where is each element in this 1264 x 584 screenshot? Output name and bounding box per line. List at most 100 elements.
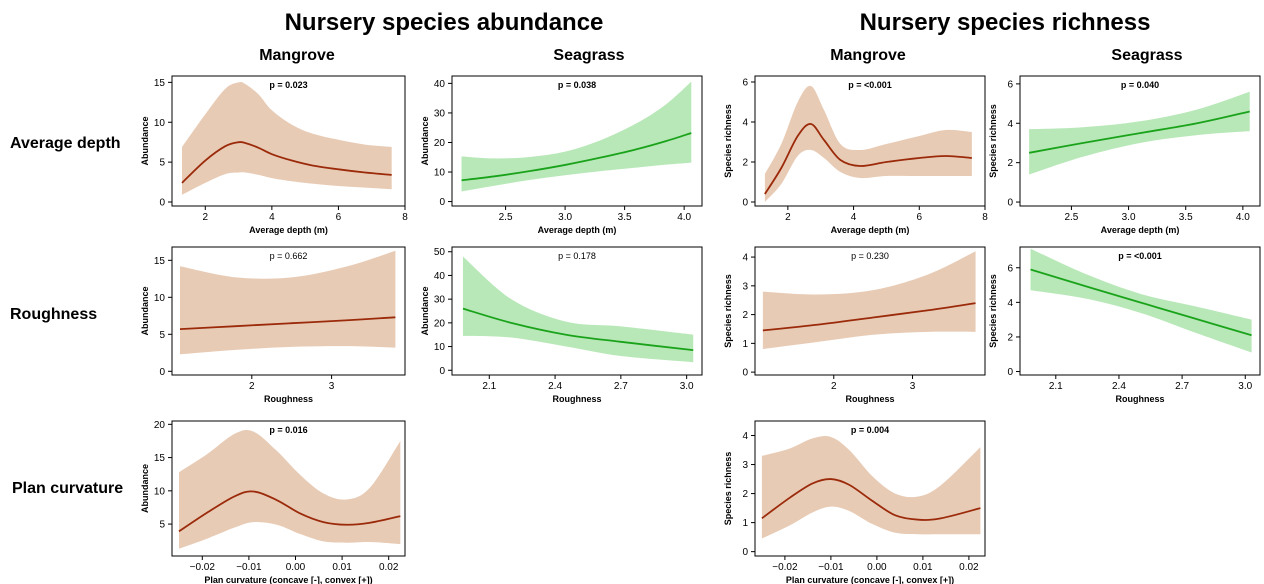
plot-frame <box>754 75 986 207</box>
y-axis-label: Abundance <box>420 116 430 165</box>
y-tick-label: 0 <box>1007 367 1013 378</box>
confidence-band <box>764 85 972 202</box>
y-tick-label: 10 <box>154 293 166 304</box>
y-tick-label: 4 <box>1007 298 1013 309</box>
fitted-line <box>181 141 392 184</box>
confidence-band <box>762 251 976 350</box>
y-tick-label: 50 <box>434 247 446 258</box>
y-tick-label: 1 <box>742 518 748 529</box>
y-tick-label: 5 <box>159 330 165 341</box>
x-tick-label: 3.0 <box>680 381 694 392</box>
x-tick-label: 2.1 <box>1049 381 1063 392</box>
panel-richness-seagrass-roughness: 2.1 2.4 2.7 3.0 0 2 4 6 Roughness Species richnes… <box>988 246 1261 404</box>
confidence-band <box>1030 248 1252 353</box>
x-tick-label: 0.00 <box>286 562 306 573</box>
fitted-line <box>1030 268 1252 337</box>
y-tick-label: 40 <box>434 79 446 90</box>
x-tick-label: −0.02 <box>772 562 798 573</box>
x-axis-label: Average depth (m) <box>831 225 910 235</box>
y-tick-label: 40 <box>434 271 446 282</box>
y-tick-label: 20 <box>434 318 446 329</box>
confidence-band <box>461 81 692 192</box>
x-axis-label: Roughness <box>845 394 894 404</box>
fitted-line <box>762 302 976 332</box>
y-axis-label: Abundance <box>140 286 150 335</box>
x-tick-label: 8 <box>402 212 408 223</box>
x-axis-label: Average depth (m) <box>249 225 328 235</box>
x-tick-label: 0.02 <box>379 562 399 573</box>
row-label-roughness: Roughness <box>10 306 97 323</box>
panel-richness-seagrass-depth: 2.5 3.0 3.5 4.0 0 2 4 6 Average depth (m) Species… <box>988 75 1261 235</box>
p-value-label: p = <0.001 <box>848 80 892 90</box>
panel-abundance-seagrass-depth: 2.5 3.0 3.5 4.0 0 10 20 30 40 Average depth (m) Ab… <box>420 75 703 235</box>
section-title-richness: Nursery species richness <box>860 9 1151 36</box>
plot-frame <box>451 246 703 376</box>
fitted-line <box>761 478 981 521</box>
fitted-line <box>179 316 396 331</box>
y-tick-label: 30 <box>434 108 446 119</box>
y-tick-label: 4 <box>742 118 748 129</box>
y-tick-label: 3 <box>742 281 748 292</box>
y-axis-label: Species richness <box>988 274 998 348</box>
y-tick-label: 2 <box>742 158 748 169</box>
p-value-label: p = 0.023 <box>269 80 307 90</box>
x-tick-label: 3.0 <box>1122 212 1136 223</box>
x-tick-label: 3.0 <box>1238 381 1252 392</box>
y-tick-label: 4 <box>1007 119 1013 130</box>
y-tick-label: 30 <box>434 295 446 306</box>
y-tick-label: 4 <box>742 431 748 442</box>
row-label-average-depth: Average depth <box>10 135 121 152</box>
plot-frame <box>1019 246 1261 376</box>
p-value-label: p = <0.001 <box>1118 251 1162 261</box>
column-title-richness-seagrass: Seagrass <box>1111 47 1182 64</box>
y-tick-label: 2 <box>742 489 748 500</box>
confidence-band <box>181 81 392 195</box>
row-label-plan-curvature: Plan curvature <box>12 480 123 497</box>
plot-frame <box>171 75 406 207</box>
y-tick-label: 10 <box>434 168 446 179</box>
x-tick-label: 6 <box>336 212 342 223</box>
y-axis-label: Abundance <box>140 464 150 513</box>
y-tick-label: 6 <box>1007 79 1013 90</box>
y-axis-label: Species richness <box>723 452 733 526</box>
x-tick-label: 2.7 <box>614 381 628 392</box>
panel-abundance-mangrove-roughness: 2 3 0 5 10 15 Roughness Abundance p = 0.662 <box>140 246 406 404</box>
x-tick-label: 8 <box>982 212 988 223</box>
x-tick-label: 3.5 <box>618 212 632 223</box>
x-tick-label: 2 <box>785 212 791 223</box>
confidence-band <box>178 430 401 549</box>
fitted-line <box>1028 110 1250 154</box>
x-tick-label: 0.01 <box>913 562 933 573</box>
x-tick-label: −0.02 <box>190 562 216 573</box>
y-tick-label: 6 <box>742 78 748 89</box>
y-tick-label: 0 <box>1007 198 1013 209</box>
panel-richness-mangrove-depth: 2 4 6 8 0 2 4 6 Average depth (m) Species richnes… <box>723 75 988 235</box>
y-axis-label: Abundance <box>420 286 430 335</box>
p-value-label: p = 0.662 <box>270 251 308 261</box>
x-tick-label: 4.0 <box>1236 212 1250 223</box>
fitted-line <box>178 490 401 533</box>
x-tick-label: −0.01 <box>236 562 262 573</box>
x-axis-label: Roughness <box>552 394 601 404</box>
y-tick-label: 6 <box>1007 263 1013 274</box>
y-tick-label: 15 <box>154 78 166 89</box>
x-tick-label: −0.01 <box>818 562 844 573</box>
plot-frame <box>754 246 986 376</box>
x-tick-label: 2 <box>203 212 209 223</box>
y-tick-label: 0 <box>439 197 445 208</box>
p-value-label: p = 0.038 <box>558 80 596 90</box>
x-tick-label: 3 <box>910 381 916 392</box>
x-tick-label: 4 <box>269 212 275 223</box>
p-value-label: p = 0.178 <box>558 251 596 261</box>
y-tick-label: 10 <box>154 486 166 497</box>
plot-frame <box>171 246 406 376</box>
x-tick-label: 3.0 <box>558 212 572 223</box>
y-tick-label: 15 <box>154 256 166 267</box>
x-tick-label: 2.7 <box>1175 381 1189 392</box>
x-tick-label: 2.1 <box>482 381 496 392</box>
plot-frame <box>171 420 406 557</box>
x-tick-label: 0.01 <box>332 562 352 573</box>
confidence-band <box>761 436 981 539</box>
plot-frame <box>754 420 986 557</box>
